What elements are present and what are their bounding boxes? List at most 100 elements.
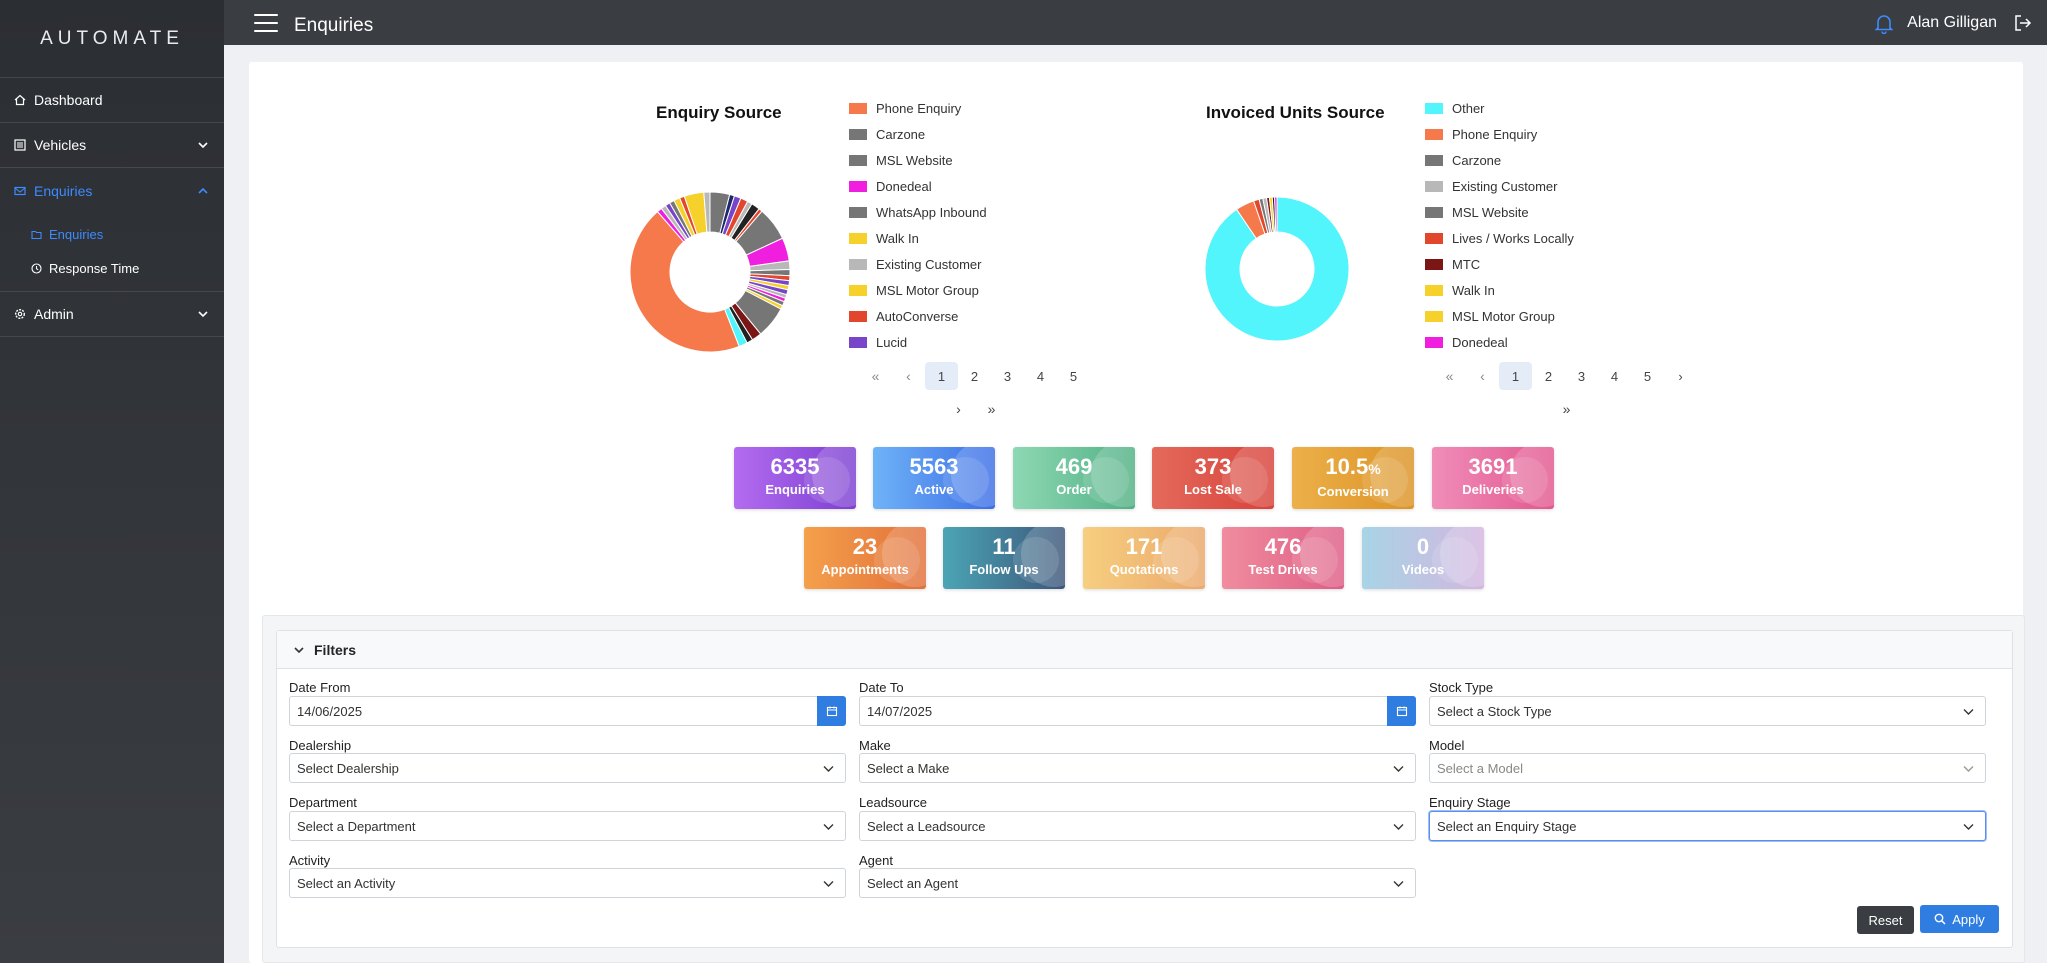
invoiced-units-legend: Other Phone Enquiry Carzone Existing Custom…: [1425, 95, 1574, 355]
legend-item[interactable]: WhatsApp Inbound: [849, 199, 987, 225]
stat-tile-quotations[interactable]: 171 Quotations: [1083, 527, 1205, 589]
first-page-icon[interactable]: «: [1445, 368, 1454, 384]
legend-item[interactable]: AutoConverse: [849, 303, 987, 329]
leadsource-select[interactable]: Select a Leadsource: [859, 811, 1416, 841]
stat-tile-videos[interactable]: 0 Videos: [1362, 527, 1484, 589]
page-5-button[interactable]: 5: [1643, 368, 1652, 384]
legend-item[interactable]: MSL Motor Group: [1425, 303, 1574, 329]
legend-item[interactable]: MSL Motor Group: [849, 277, 987, 303]
legend-label: AutoConverse: [876, 308, 959, 324]
logout-icon[interactable]: [2013, 13, 2033, 33]
date-to-input[interactable]: 14/07/2025: [859, 696, 1388, 726]
page-1-button[interactable]: 1: [925, 362, 958, 390]
hamburger-menu-icon[interactable]: [254, 13, 278, 32]
page-4-button[interactable]: 4: [1610, 368, 1619, 384]
legend-item[interactable]: Lives / Works Locally: [1425, 225, 1574, 251]
sidebar-item-vehicles[interactable]: Vehicles: [0, 123, 224, 168]
legend-item[interactable]: Phone Enquiry: [1425, 121, 1574, 147]
user-name[interactable]: Alan Gilligan: [1907, 13, 1997, 31]
legend-item[interactable]: Lucid: [849, 329, 987, 355]
legend-item[interactable]: Existing Customer: [1425, 173, 1574, 199]
stat-tile-follow-ups[interactable]: 11 Follow Ups: [943, 527, 1065, 589]
stat-tile-deliveries[interactable]: 3691 Deliveries: [1432, 447, 1554, 509]
page-3-button[interactable]: 3: [1577, 368, 1586, 384]
page-title: Enquiries: [294, 14, 374, 36]
stat-tile-test-drives[interactable]: 476 Test Drives: [1222, 527, 1344, 589]
activity-select[interactable]: Select an Activity: [289, 868, 846, 898]
legend-item[interactable]: Phone Enquiry: [849, 95, 987, 121]
legend-label: Phone Enquiry: [1452, 126, 1538, 142]
legend-item[interactable]: Other: [1425, 95, 1574, 121]
legend-item[interactable]: Walk In: [849, 225, 987, 251]
legend-label: MSL Website: [1452, 204, 1529, 220]
legend-item[interactable]: MTC: [1425, 251, 1574, 277]
make-select[interactable]: Select a Make: [859, 753, 1416, 783]
page-2-button[interactable]: 2: [970, 368, 979, 384]
prev-page-icon[interactable]: ‹: [1480, 368, 1485, 384]
legend-item[interactable]: MSL Website: [1425, 199, 1574, 225]
agent-select[interactable]: Select an Agent: [859, 868, 1416, 898]
next-page-icon[interactable]: ›: [1678, 368, 1683, 384]
leadsource-placeholder: Select a Leadsource: [867, 818, 986, 834]
date-from-calendar-button[interactable]: [817, 696, 846, 726]
sidebar-item-dashboard[interactable]: Dashboard: [0, 78, 224, 123]
apply-button[interactable]: Apply: [1920, 905, 1999, 933]
page-3-button[interactable]: 3: [1003, 368, 1012, 384]
sidebar-subitem-enquiries[interactable]: Enquiries: [0, 217, 224, 251]
legend-item[interactable]: Carzone: [849, 121, 987, 147]
enquiry-stage-select[interactable]: Select an Enquiry Stage: [1429, 811, 1986, 841]
chevron-down-icon: [823, 881, 834, 887]
last-page-icon[interactable]: »: [1562, 401, 1571, 417]
next-page-icon[interactable]: ›: [956, 401, 961, 417]
stat-tile-appointments[interactable]: 23 Appointments: [804, 527, 926, 589]
page-4-button[interactable]: 4: [1036, 368, 1045, 384]
legend-item[interactable]: Existing Customer: [849, 251, 987, 277]
last-page-icon[interactable]: »: [987, 401, 996, 417]
sidebar-item-label: Enquiries: [34, 182, 93, 199]
stock-type-select[interactable]: Select a Stock Type: [1429, 696, 1986, 726]
stat-label: Active: [914, 482, 954, 497]
chevron-down-icon: [292, 643, 306, 657]
stat-label: Lost Sale: [1184, 482, 1242, 497]
page-1-button[interactable]: 1: [1499, 362, 1532, 390]
filters-title: Filters: [314, 641, 357, 658]
stat-number: 5563: [909, 454, 959, 479]
dealership-select[interactable]: Select Dealership: [289, 753, 846, 783]
date-from-input[interactable]: 14/06/2025: [289, 696, 818, 726]
bell-icon[interactable]: [1873, 12, 1895, 34]
stat-tile-order[interactable]: 469 Order: [1013, 447, 1135, 509]
stat-number: 373: [1194, 454, 1232, 479]
page-2-button[interactable]: 2: [1544, 368, 1553, 384]
department-select[interactable]: Select a Department: [289, 811, 846, 841]
donut-slice[interactable]: [1274, 197, 1278, 233]
mail-icon: [14, 185, 30, 197]
invoiced-units-donut[interactable]: [1205, 197, 1349, 341]
donut-slice[interactable]: [703, 192, 711, 233]
legend-item[interactable]: Donedeal: [1425, 329, 1574, 355]
prev-page-icon[interactable]: ‹: [906, 368, 911, 384]
donut-slice[interactable]: [1205, 197, 1349, 341]
legend-label: Phone Enquiry: [876, 100, 962, 116]
enquiry-source-donut[interactable]: [630, 192, 790, 352]
legend-swatch: [1425, 336, 1443, 348]
stat-value: 0: [1362, 535, 1484, 559]
first-page-icon[interactable]: «: [871, 368, 880, 384]
date-to-calendar-button[interactable]: [1387, 696, 1416, 726]
legend-item[interactable]: Carzone: [1425, 147, 1574, 173]
sidebar-subitem-response-time[interactable]: Response Time: [0, 251, 224, 285]
stat-tile-conversion[interactable]: 10.5% Conversion: [1292, 447, 1414, 509]
page-5-button[interactable]: 5: [1069, 368, 1078, 384]
model-select[interactable]: Select a Model: [1429, 753, 1986, 783]
stat-tile-enquiries[interactable]: 6335 Enquiries: [734, 447, 856, 509]
legend-item[interactable]: MSL Website: [849, 147, 987, 173]
legend-item[interactable]: Donedeal: [849, 173, 987, 199]
stat-tile-lost-sale[interactable]: 373 Lost Sale: [1152, 447, 1274, 509]
filters-toggle[interactable]: Filters: [277, 631, 2012, 669]
sidebar-item-admin[interactable]: Admin: [0, 292, 224, 337]
stat-tile-active[interactable]: 5563 Active: [873, 447, 995, 509]
donut-slice[interactable]: [630, 210, 740, 352]
sidebar-item-enquiries[interactable]: Enquiries: [0, 168, 224, 213]
reset-button[interactable]: Reset: [1857, 906, 1914, 934]
legend-item[interactable]: Walk In: [1425, 277, 1574, 303]
legend-swatch: [1425, 128, 1443, 140]
